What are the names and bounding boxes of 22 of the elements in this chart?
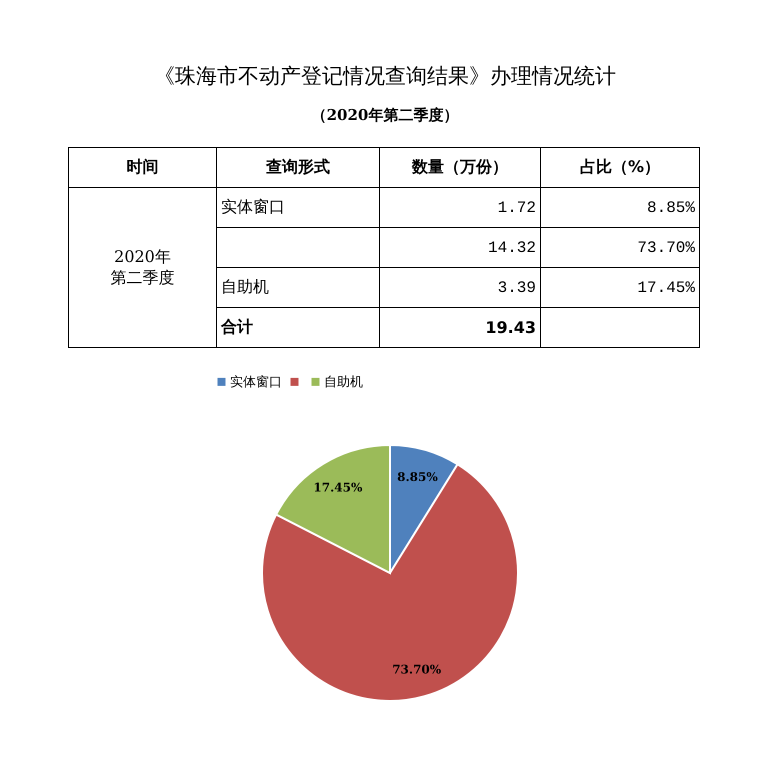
text: 数量（万份） [380,148,540,188]
text: 《珠海市不动产登记情况查询结果》办理情况统计 [153,63,617,90]
text: 1.72 [380,188,540,228]
category-label: 实体窗口 [216,188,380,228]
text: 14.32 [380,228,540,268]
text: 2020年第二季度 [110,246,176,288]
data-label: 17.45% [313,480,363,495]
legend-label: 自助机 [324,374,363,390]
text: 合计 [216,308,380,348]
text: 73.70% [540,228,700,268]
text: 8.85% [540,188,700,228]
text: （2020年第二季度） [310,106,460,125]
text: 19.43 [380,308,540,348]
text: 17.45% [540,268,700,308]
category-label: 自助机 [216,268,380,308]
text: 3.39 [380,268,540,308]
text: 时间 [68,148,216,188]
text: 查询形式 [216,148,380,188]
legend-label: 实体窗口 [230,374,282,390]
data-label: 8.85% [397,470,438,484]
text: 占比（%） [540,148,700,188]
data-label: 73.70% [392,662,442,676]
